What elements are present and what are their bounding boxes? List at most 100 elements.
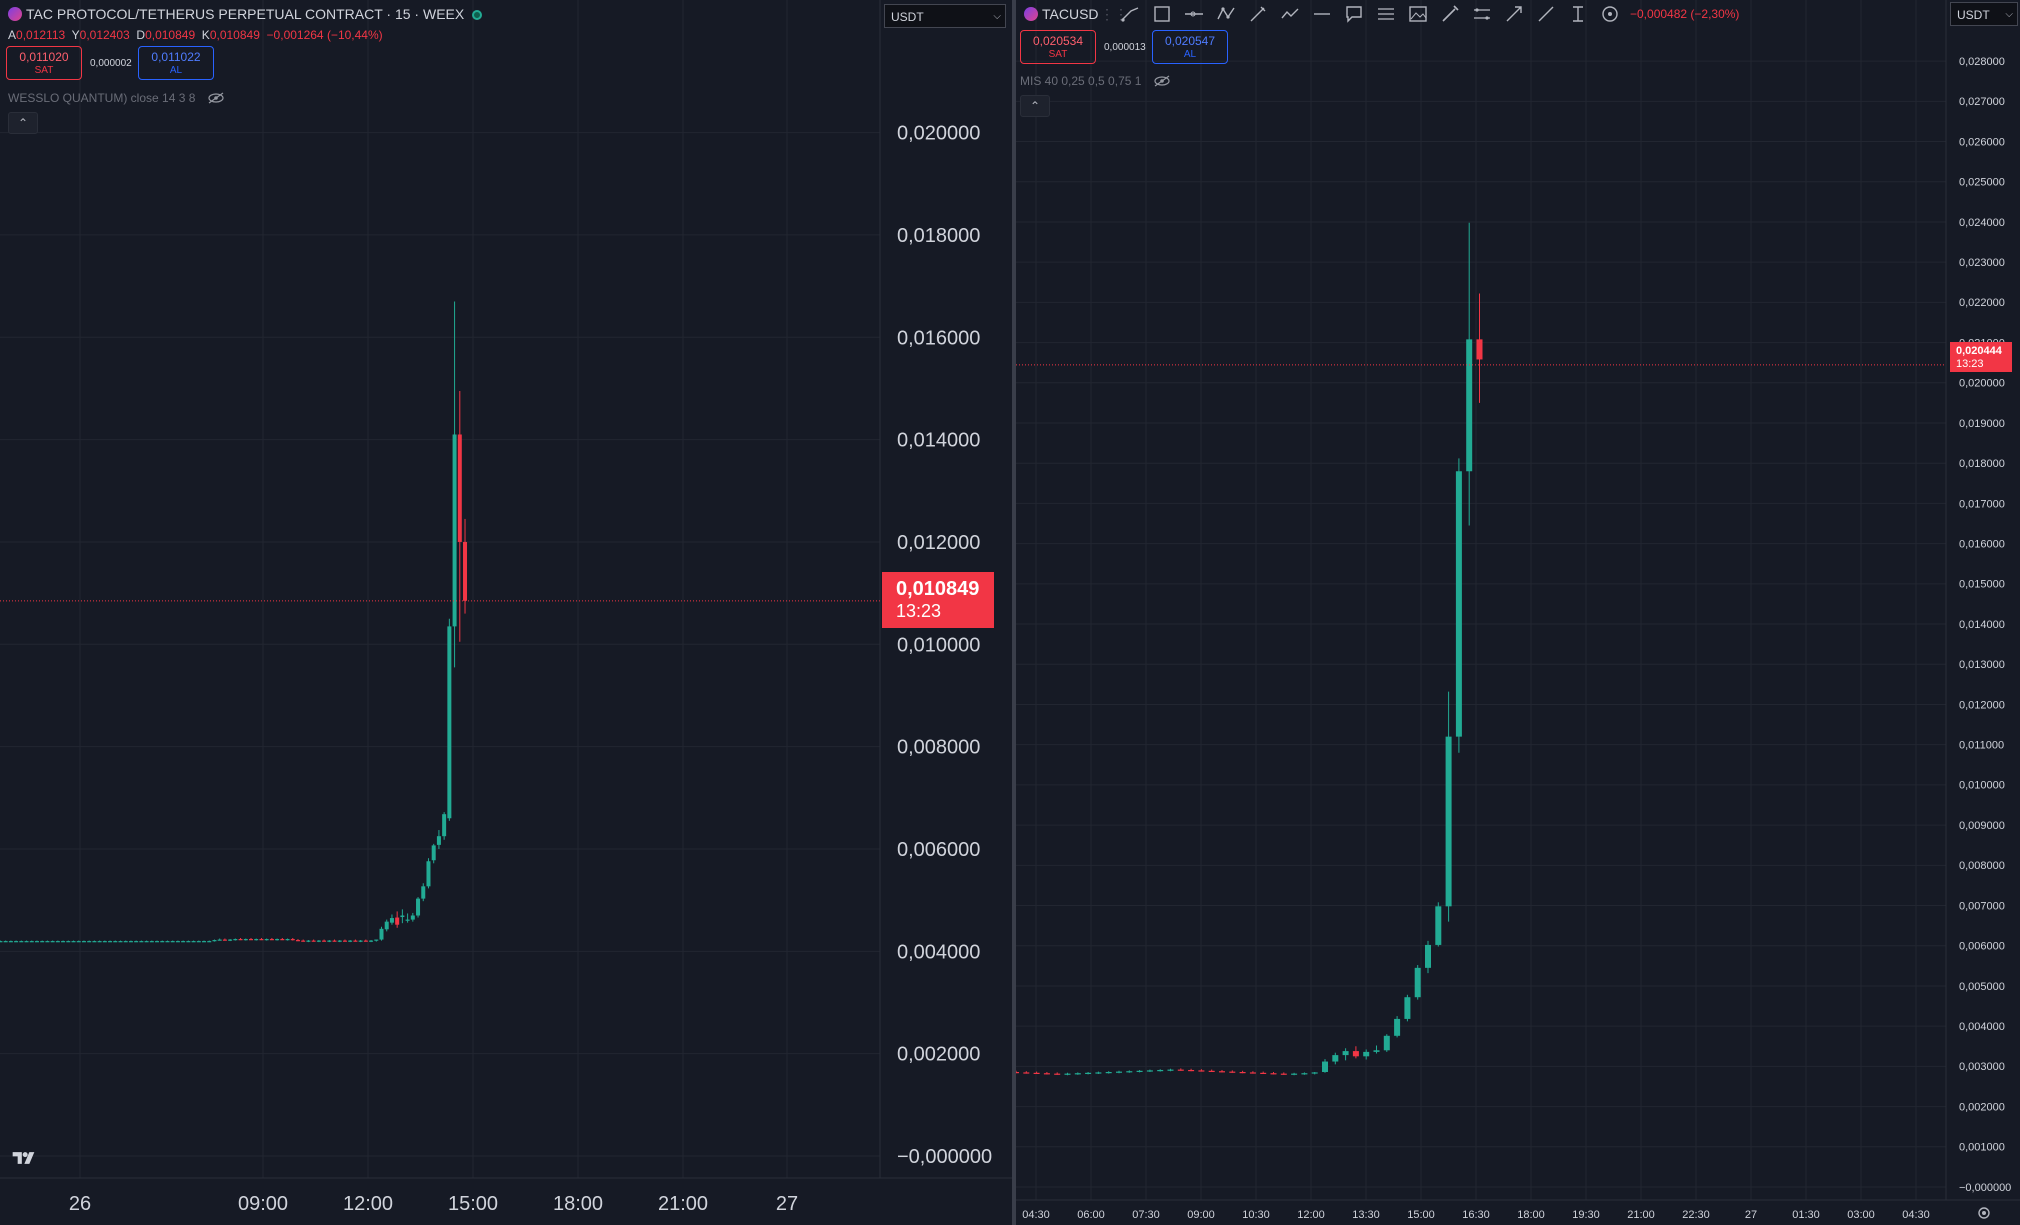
candle-body <box>165 941 170 943</box>
eye-hidden-icon[interactable] <box>1153 75 1171 87</box>
right-sell-button[interactable]: 0,020534 SAT <box>1020 30 1096 64</box>
left-chart-pane[interactable]: 0,020000 0,018000 0,016000 0,014000 0,012000… <box>0 0 1012 1225</box>
path-icon[interactable] <box>1274 0 1306 28</box>
chevron-up-icon: ⌃ <box>1029 99 1041 113</box>
arrow-marker-icon[interactable] <box>1498 0 1530 28</box>
candle-body <box>24 941 29 943</box>
candle-body <box>280 939 285 941</box>
candle-body <box>175 941 180 943</box>
y-tick-label: 0,016000 <box>1959 538 2005 550</box>
x-tick-label: 07:30 <box>1132 1209 1160 1221</box>
pattern-icon[interactable] <box>1210 0 1242 28</box>
x-tick-label: 12:00 <box>1297 1209 1325 1221</box>
right-collapse-legend-button[interactable]: ⌃ <box>1020 95 1050 117</box>
y-tick-label: 0,003000 <box>1959 1061 2005 1073</box>
candle-body <box>358 940 363 942</box>
right-last-price-tag: 0,020444 13:23 <box>1950 342 2012 372</box>
right-symbol-title[interactable]: TACUSD <box>1042 6 1099 22</box>
y-tick-label: 0,014000 <box>897 430 980 452</box>
right-indicator-legend[interactable]: MIS 40 0,25 0,5 0,75 1 <box>1020 74 1171 88</box>
ohlc-low-key: D <box>136 28 146 42</box>
candle-body <box>285 939 290 941</box>
candle-body <box>316 940 321 942</box>
measure-pen-icon[interactable] <box>1434 0 1466 28</box>
x-tick-label: 09:00 <box>238 1193 288 1215</box>
drag-handle-icon[interactable]: ⋮⋮ <box>1100 5 1128 22</box>
parallel-channel-icon[interactable] <box>1466 0 1498 28</box>
left-currency-select[interactable]: USDT ⌵ <box>884 4 1006 28</box>
candle-body <box>421 886 426 899</box>
eye-target-icon[interactable] <box>1594 0 1626 28</box>
right-sell-label: SAT <box>1048 49 1068 60</box>
pane-divider[interactable] <box>1012 0 1016 1225</box>
left-buy-button[interactable]: 0,011022 AL <box>138 46 214 80</box>
candle-body <box>337 940 342 942</box>
candle-body <box>1476 339 1483 360</box>
candle-body <box>311 940 316 942</box>
x-tick-label: 19:30 <box>1572 1209 1600 1221</box>
x-tick-label: 18:00 <box>1517 1209 1545 1221</box>
ray-icon[interactable] <box>1530 0 1562 28</box>
candle-body <box>228 939 233 941</box>
price-range-icon[interactable] <box>1562 0 1594 28</box>
right-currency-select[interactable]: USDT ⌵ <box>1950 2 2018 26</box>
candle-body <box>1455 471 1462 737</box>
tradingview-logo-icon[interactable] <box>10 1148 42 1168</box>
brush-icon[interactable] <box>1242 0 1274 28</box>
ohlc-high-key: Y <box>71 28 80 42</box>
candle-body <box>102 941 107 943</box>
eye-hidden-icon[interactable] <box>207 92 225 104</box>
right-buy-button[interactable]: 0,020547 AL <box>1152 30 1228 64</box>
left-symbol-title[interactable]: TAC PROTOCOL/TETHERUS PERPETUAL CONTRACT… <box>26 6 465 22</box>
left-indicator-legend[interactable]: WESSLO QUANTUM) close 14 3 8 <box>8 91 225 105</box>
candle-body <box>8 941 13 943</box>
candle-body <box>436 836 441 845</box>
left-last-price-tag: 0,010849 13:23 <box>882 572 994 628</box>
left-ohlc-readout: A0,012113 Y0,012403 D0,010849 K0,010849 … <box>8 28 383 42</box>
tac-logo-icon <box>1024 7 1038 21</box>
x-tick-label: 21:00 <box>1627 1209 1655 1221</box>
left-sell-button[interactable]: 0,011020 SAT <box>6 46 82 80</box>
candle-body <box>452 434 457 627</box>
candle-body <box>238 939 243 941</box>
candle-body <box>327 940 332 942</box>
candle-body <box>363 940 368 942</box>
candle-body <box>1239 1071 1246 1074</box>
left-last-price: 0,010849 <box>896 578 980 600</box>
candle-body <box>389 918 394 923</box>
candle-body <box>1291 1073 1298 1075</box>
left-symbol-legend: TAC PROTOCOL/TETHERUS PERPETUAL CONTRACT… <box>8 6 483 22</box>
callout-icon[interactable] <box>1338 0 1370 28</box>
x-tick-label: 27 <box>1745 1209 1757 1221</box>
horizontal-ray-icon[interactable] <box>1178 0 1210 28</box>
candle-body <box>1116 1071 1122 1073</box>
y-tick-label: 0,024000 <box>1959 217 2005 229</box>
candle-body <box>1219 1071 1225 1073</box>
trend-line-icon[interactable] <box>1114 0 1146 28</box>
candle-body <box>1177 1069 1184 1071</box>
y-tick-label: 0,005000 <box>1959 981 2005 993</box>
right-symbol-legend: TACUSD <box>1024 6 1099 22</box>
candle-body <box>254 939 259 941</box>
rectangle-icon[interactable] <box>1146 0 1178 28</box>
left-buy-label: AL <box>169 65 183 76</box>
left-currency-value: USDT <box>891 10 924 24</box>
candle-body <box>233 939 238 941</box>
right-chart-pane[interactable]: 0,028000 0,027000 0,026000 0,025000 0,024000… <box>1016 0 2020 1225</box>
left-candlestick-chart[interactable]: 0,020000 0,018000 0,016000 0,014000 0,012000… <box>0 0 1012 1225</box>
x-tick-label: 09:00 <box>1187 1209 1215 1221</box>
candle-body <box>1085 1072 1092 1075</box>
left-collapse-legend-button[interactable]: ⌃ <box>8 112 38 134</box>
right-candlestick-chart[interactable]: 0,028000 0,027000 0,026000 0,025000 0,024000… <box>1016 0 2020 1225</box>
candle-body <box>1404 997 1411 1019</box>
candle-body <box>290 939 295 941</box>
candle-body <box>1466 339 1473 472</box>
candle-body <box>379 928 384 940</box>
candle-body <box>301 940 306 942</box>
fib-channel-icon[interactable] <box>1370 0 1402 28</box>
settings-gear-icon[interactable] <box>1976 1205 1992 1221</box>
image-icon[interactable] <box>1402 0 1434 28</box>
right-change-value: −0,000482 (−2,30%) <box>1630 7 1740 21</box>
horizontal-line-icon[interactable] <box>1306 0 1338 28</box>
y-tick-label: 0,027000 <box>1959 96 2005 108</box>
